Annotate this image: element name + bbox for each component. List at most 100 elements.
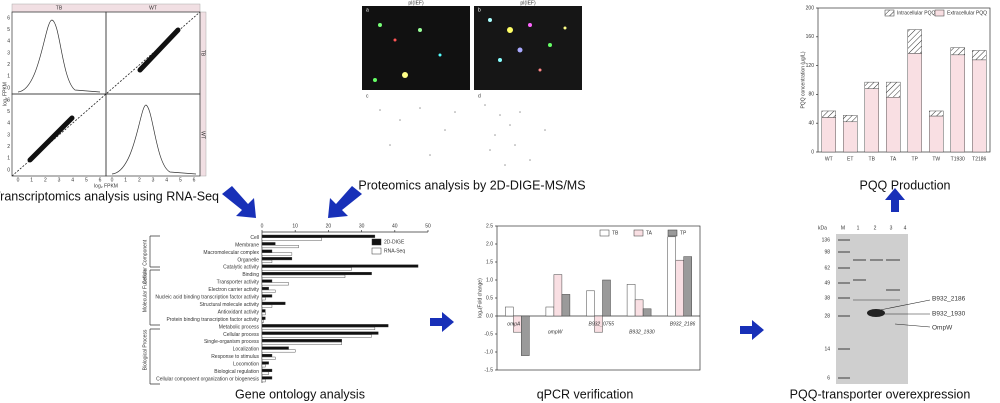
legend-label: TP <box>680 230 687 236</box>
x-tick-label: 0 <box>111 177 114 183</box>
bar-segment <box>907 29 922 54</box>
y-tick-label: 6 <box>7 15 10 21</box>
bar <box>261 312 266 316</box>
x-tick-label: 5 <box>179 177 182 183</box>
y-axis-label: PQQ concentration (μg/L) <box>800 51 806 108</box>
band-label: OmpW <box>932 325 953 332</box>
group-label: Biological Process <box>142 329 148 370</box>
bar <box>261 294 273 298</box>
y-tick-label: 1.0 <box>486 277 493 283</box>
category-label: Membrane <box>235 242 259 248</box>
bar <box>261 364 266 368</box>
bar <box>261 259 273 263</box>
y-tick-label: 0 <box>7 85 10 91</box>
y-tick-label: 5 <box>7 109 10 115</box>
bar <box>553 274 563 317</box>
gel-bands <box>838 239 900 379</box>
category-label: Localization <box>233 347 260 353</box>
bar <box>626 284 636 317</box>
x-tick-label: 4 <box>71 177 74 183</box>
bar <box>642 308 652 317</box>
bar <box>594 315 603 333</box>
y-tick-label: 1 <box>7 156 10 162</box>
ladder-label: 62 <box>824 265 830 271</box>
category-label: Cell <box>250 235 259 241</box>
bar-segment <box>864 81 879 89</box>
bar-segment <box>886 81 901 98</box>
strip <box>11 3 201 13</box>
band-label: B932_1930 <box>932 311 966 318</box>
caption: PQQ Production <box>859 178 950 192</box>
arrows <box>222 186 905 340</box>
category-label: Binding <box>242 272 259 278</box>
lane-label: 2 <box>874 225 877 231</box>
y-tick-label: 2 <box>7 144 10 150</box>
category-label: Catalytic activity <box>223 265 259 271</box>
bar-segment <box>972 50 987 61</box>
bar <box>261 316 266 320</box>
category-label: Protein binding transcription factor act… <box>166 317 259 323</box>
x-tick-label: 3 <box>58 177 61 183</box>
y-tick-label: 2.5 <box>486 223 493 229</box>
x-tick-label: 6 <box>193 177 196 183</box>
group-bracket <box>149 235 160 385</box>
bar <box>261 297 266 301</box>
bar <box>261 282 289 286</box>
ladder-label: 136 <box>822 237 831 243</box>
bar <box>521 315 530 356</box>
legend-swatch <box>599 229 610 237</box>
facet <box>105 93 201 177</box>
bar <box>561 294 571 317</box>
category-label: Biological regulation <box>214 369 259 375</box>
caption: PQQ-transporter overexpression <box>790 387 971 401</box>
lane-label: 1 <box>857 225 860 231</box>
bar-segment <box>950 54 965 153</box>
axis-label: log₂ FPKM <box>94 183 118 189</box>
legend-swatch <box>667 229 678 237</box>
lane-label: 3 <box>890 225 893 231</box>
bar-segment <box>843 121 858 153</box>
bar <box>261 379 266 383</box>
bar <box>261 301 286 305</box>
bar <box>634 299 644 317</box>
category-label: Structural molecule activity <box>200 302 260 308</box>
bar-segment <box>907 53 922 153</box>
y-tick-label: 4 <box>7 39 10 45</box>
bar <box>602 279 611 317</box>
group-label: Cellular Component <box>142 239 148 284</box>
category-label: Organelle <box>237 257 259 263</box>
lane-label: 4 <box>904 225 907 231</box>
y-tick-label: 6 <box>7 97 10 103</box>
y-tick-label: 2 <box>7 62 10 68</box>
bar <box>261 309 266 313</box>
ladder-label: 28 <box>824 313 830 319</box>
bar <box>261 252 293 256</box>
panel-label: d <box>478 93 481 99</box>
legend-label: RNA-Seq <box>384 248 405 254</box>
bar <box>261 319 264 323</box>
panel-label: c <box>366 93 369 99</box>
category-label: Locomotion <box>233 362 259 368</box>
ladder-label: 14 <box>824 346 830 352</box>
legend-label: 2D-DIGE <box>384 239 405 245</box>
group-label: Molecular Function <box>142 270 148 312</box>
panel-label: b <box>478 7 481 13</box>
category-label: ompW <box>548 329 564 335</box>
x-tick-label: 20 <box>326 223 332 229</box>
gel-panel: kDa M 1 2 3 4 136 98 62 49 38 28 14 6 B932_2186… <box>790 225 971 401</box>
y-tick-label: 200 <box>806 5 815 11</box>
leader <box>879 299 931 311</box>
legend-label: TA <box>646 230 653 236</box>
x-tick-label: 2 <box>138 177 141 183</box>
y-tick-label: 2.0 <box>486 241 493 247</box>
bar <box>261 354 273 358</box>
bar <box>261 331 379 335</box>
bar <box>261 234 376 238</box>
bar <box>261 324 389 328</box>
ladder-label: 38 <box>824 295 830 301</box>
x-tick-label: WT <box>825 156 833 162</box>
x-tick-label: TW <box>932 156 940 162</box>
bar <box>667 236 676 317</box>
category-label: Single-organism process <box>204 339 260 345</box>
x-tick-label: 10 <box>292 223 298 229</box>
